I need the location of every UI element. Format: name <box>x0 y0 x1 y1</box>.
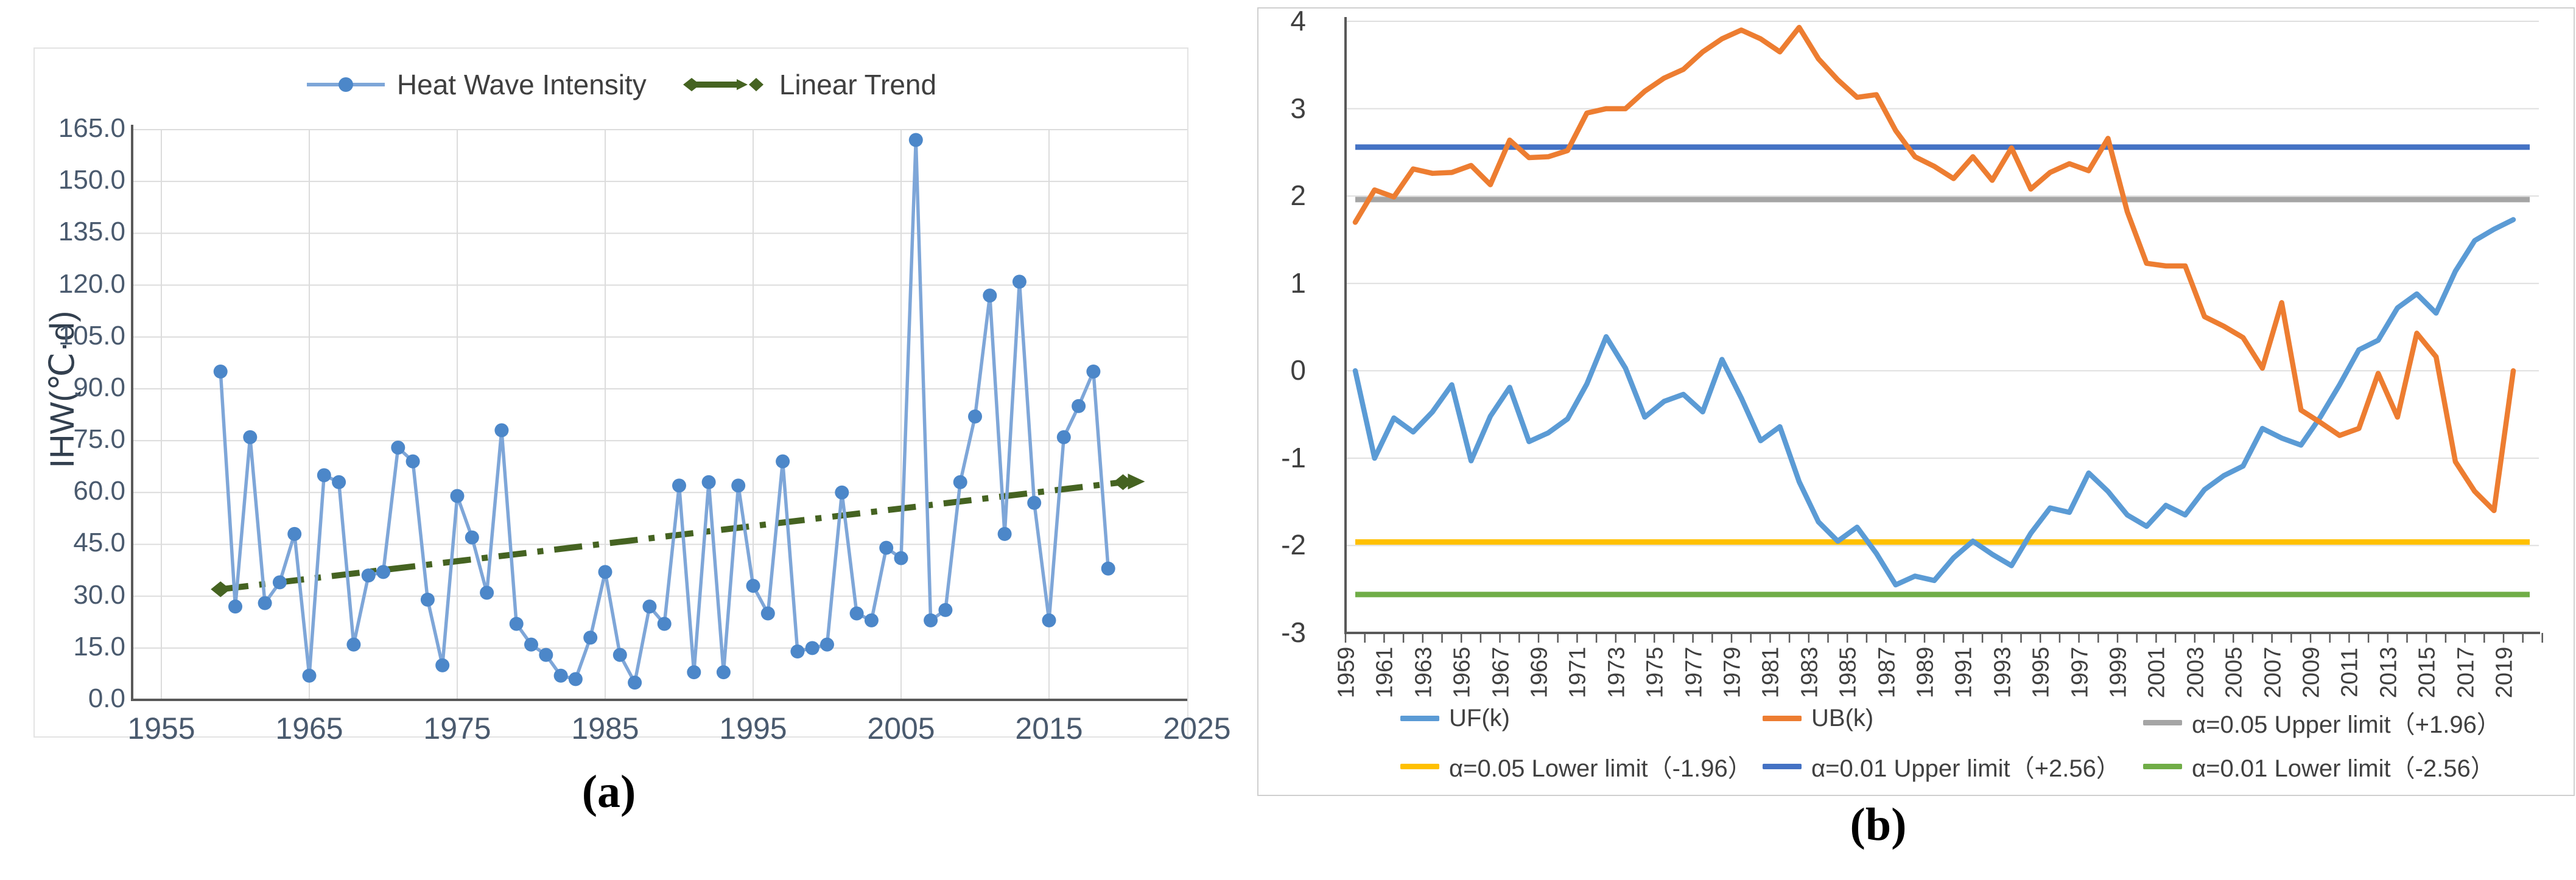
x-tick-label-b: 2003 <box>2183 646 2209 699</box>
x-tick-label-b: 1989 <box>1912 646 1939 699</box>
y-tick-label-a: 90.0 <box>73 372 125 402</box>
legend-item-ub(k): UB(k) <box>1763 705 1873 732</box>
y-tick-label-b: 4 <box>1290 5 1306 37</box>
x-tick-label-b: 2017 <box>2453 646 2479 699</box>
y-tick-label-b: -3 <box>1281 616 1306 648</box>
x-tick-label-b: 1999 <box>2105 646 2132 699</box>
legend-label: α=0.01 Lower limit（-2.56） <box>2192 755 2495 782</box>
y-tick-label-a: 60.0 <box>73 476 125 506</box>
y-tick-label-a: 45.0 <box>73 528 125 558</box>
y-tick-label-b: 0 <box>1290 354 1306 386</box>
x-tick-label-b: 2009 <box>2298 646 2325 699</box>
x-tick-label-b: 2005 <box>2221 646 2247 699</box>
legend-color-dash <box>1763 763 1802 769</box>
y-tick-label-b: 3 <box>1290 92 1306 124</box>
y-tick-label-b: -2 <box>1281 529 1306 561</box>
legend-label: UF(k) <box>1449 705 1510 732</box>
x-tick-label-b: 1959 <box>1333 646 1360 699</box>
legend-label: UB(k) <box>1811 705 1874 732</box>
x-tick-label-a: 2005 <box>867 711 935 746</box>
x-tick-label-b: 1975 <box>1642 646 1668 699</box>
x-tick-label-a: 1995 <box>719 711 787 746</box>
x-tick-label-b: 1971 <box>1565 646 1591 699</box>
x-tick-label-b: 1997 <box>2067 646 2093 699</box>
caption-a: (a) <box>581 766 636 817</box>
legend-item-uf(k): UF(k) <box>1400 705 1510 732</box>
x-tick-label-b: 2013 <box>2376 646 2402 699</box>
legend-item-0.05lowerlimit1.96: α=0.05 Lower limit（-1.96） <box>1400 749 1752 784</box>
x-tick-label-b: 1979 <box>1719 646 1746 699</box>
x-tick-label-a: 1955 <box>127 711 195 746</box>
legend-item-0.01upperlimit+2.56: α=0.01 Upper limit（+2.56） <box>1763 749 2121 784</box>
y-tick-label-a: 135.0 <box>58 217 125 247</box>
legend-color-dash <box>1400 763 1439 769</box>
legend-color-dash <box>2143 719 2182 725</box>
x-tick-label-b: 1981 <box>1758 646 1784 699</box>
x-tick-label-b: 2011 <box>2337 648 2363 697</box>
y-tick-label-a: 120.0 <box>58 268 125 299</box>
y-tick-label-a: 0.0 <box>88 683 125 713</box>
legend-item-linear-trend: Linear Trend <box>677 68 936 101</box>
legend-item-0.01lowerlimit2.56: α=0.01 Lower limit（-2.56） <box>2143 749 2495 784</box>
x-tick-label-b: 1961 <box>1372 646 1398 699</box>
legend-label-linear-trend: Linear Trend <box>779 69 937 100</box>
heat-wave-intensity-panel <box>33 47 1188 738</box>
x-tick-label-b: 1969 <box>1526 646 1553 699</box>
x-tick-label-b: 1991 <box>1951 646 1977 699</box>
y-tick-label-a: 15.0 <box>73 631 125 662</box>
x-tick-label-b: 1973 <box>1604 646 1630 699</box>
legend-label: α=0.05 Upper limit（+1.96） <box>2192 711 2501 738</box>
legend-color-dash <box>1400 716 1439 721</box>
x-tick-label-a: 2015 <box>1015 711 1083 746</box>
y-tick-label-a: 75.0 <box>73 424 125 455</box>
legend-label: α=0.01 Upper limit（+2.56） <box>1811 755 2121 782</box>
linear-trend-sample-icon <box>683 78 763 91</box>
legend-a: Heat Wave Intensity Linear Trend <box>286 68 956 101</box>
x-tick-label-b: 1987 <box>1874 646 1900 699</box>
x-tick-label-a: 1985 <box>571 711 639 746</box>
y-tick-label-b: -1 <box>1281 441 1306 473</box>
x-tick-label-a: 2025 <box>1163 711 1231 746</box>
y-tick-label-b: 1 <box>1290 267 1306 299</box>
x-tick-label-b: 1963 <box>1411 646 1437 699</box>
legend-label: α=0.05 Lower limit（-1.96） <box>1449 755 1752 782</box>
x-tick-label-b: 1977 <box>1681 646 1707 699</box>
legend-label-heat-wave-intensity: Heat Wave Intensity <box>396 69 647 100</box>
y-tick-label-a: 30.0 <box>73 579 125 610</box>
x-tick-label-b: 2019 <box>2491 646 2518 699</box>
y-tick-label-a: 150.0 <box>58 165 125 195</box>
x-tick-label-a: 1965 <box>275 711 343 746</box>
x-tick-label-b: 2001 <box>2144 646 2170 699</box>
legend-item-heat-wave-intensity: Heat Wave Intensity <box>306 68 647 101</box>
legend-color-dash <box>2143 763 2182 769</box>
x-tick-label-b: 1993 <box>1990 646 2016 699</box>
x-tick-label-b: 2007 <box>2260 646 2286 699</box>
x-tick-label-b: 1983 <box>1797 646 1823 699</box>
x-tick-label-b: 1967 <box>1488 646 1514 699</box>
legend-item-0.05upperlimit+1.96: α=0.05 Upper limit（+1.96） <box>2143 705 2501 740</box>
x-tick-label-b: 2015 <box>2414 646 2440 699</box>
legend-color-dash <box>1763 716 1802 721</box>
x-tick-label-b: 1995 <box>2028 646 2054 699</box>
caption-b: (b) <box>1850 799 1907 850</box>
y-tick-label-a: 165.0 <box>58 113 125 143</box>
y-tick-label-a: 105.0 <box>58 320 125 351</box>
x-tick-label-b: 1985 <box>1835 646 1861 699</box>
x-tick-label-b: 1965 <box>1449 646 1475 699</box>
y-tick-label-b: 2 <box>1290 180 1306 212</box>
heat-wave-series-sample-icon <box>306 77 385 92</box>
x-tick-label-a: 1975 <box>423 711 491 746</box>
